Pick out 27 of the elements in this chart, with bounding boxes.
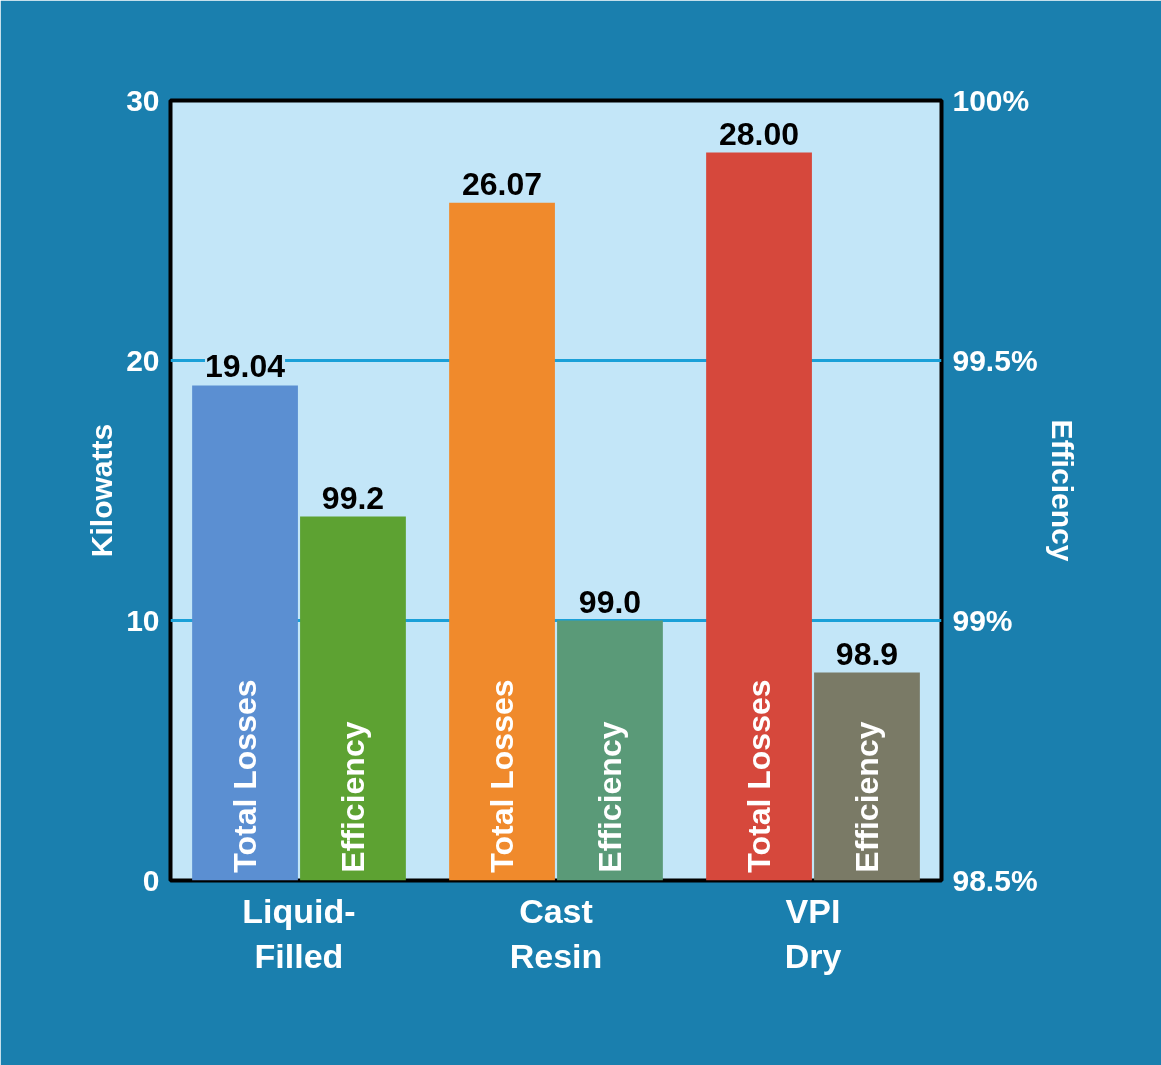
x-tick-label: Liquid- Filled — [242, 891, 356, 976]
text: Total Losses — [741, 679, 778, 873]
text: Efficiency — [848, 721, 885, 873]
y-tick-label: 20 — [126, 343, 160, 377]
y-tick-label: 0 — [142, 863, 160, 897]
y-axis-title: Kilowatts — [85, 423, 119, 558]
y2-tick-label: 100% — [952, 84, 1030, 117]
data-label: 99.0 — [578, 583, 642, 620]
data-label: 19.04 — [204, 348, 286, 385]
data-label: 28.00 — [718, 115, 800, 152]
y-tick-label: 10 — [126, 603, 160, 637]
data-label: 26.07 — [461, 165, 543, 202]
y2-tick-label: 99.5% — [952, 344, 1038, 377]
bar — [706, 152, 812, 881]
x-tick-label: VPI Dry — [784, 891, 842, 976]
text: Total Losses — [484, 679, 521, 873]
y2-tick-label: 98.5% — [952, 864, 1038, 897]
data-label: 99.2 — [321, 479, 385, 516]
series-label: Total Losses — [227, 679, 264, 873]
x-tick-label: Cast Resin — [509, 891, 603, 976]
y2-tick-label: 99% — [952, 604, 1013, 637]
series-label: Efficiency — [334, 721, 371, 873]
text: Efficiency — [591, 721, 628, 873]
y2-axis-title: Efficiency — [1045, 419, 1079, 562]
data-label: 98.9 — [835, 635, 899, 672]
bar — [449, 202, 555, 881]
y-tick-label: 30 — [126, 83, 160, 117]
